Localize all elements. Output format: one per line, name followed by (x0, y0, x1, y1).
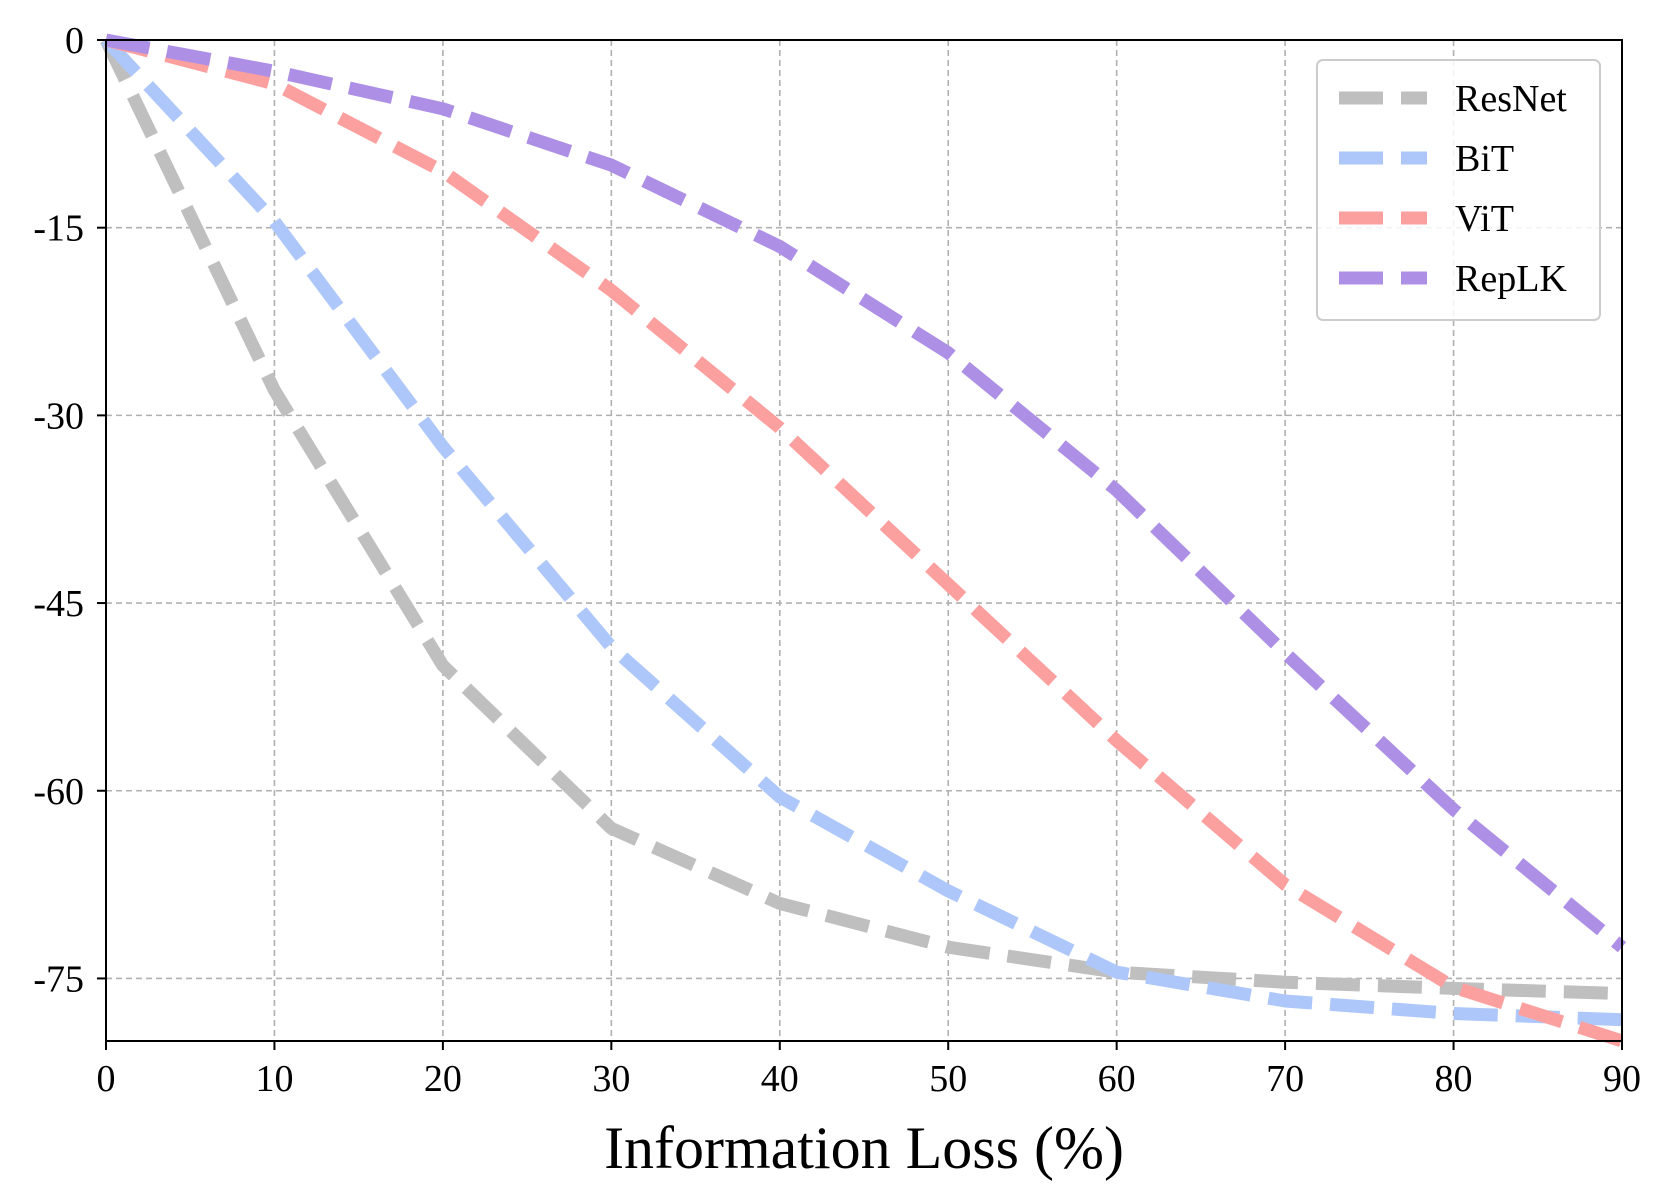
y-tick-label: 0 (65, 20, 84, 62)
x-tick-label: 70 (1266, 1058, 1304, 1100)
series-line-bit (101, 35, 1623, 1027)
series-line-resnet (100, 37, 1623, 1000)
series-line-vit (104, 33, 1624, 1048)
series-line-replk (104, 33, 1627, 953)
legend-frame (1316, 59, 1601, 321)
legend: ResNet BiT ViT RepLK (1316, 59, 1601, 321)
x-tick-label: 50 (929, 1058, 967, 1100)
x-tick-label: 60 (1098, 1058, 1136, 1100)
x-tick-label: 30 (592, 1058, 630, 1100)
grid-lines (106, 40, 1622, 1041)
legend-label-vit: ViT (1455, 198, 1514, 240)
x-tick-label: 90 (1603, 1058, 1641, 1100)
y-tick-label: -15 (33, 208, 84, 250)
x-axis-title: Information Loss (%) (604, 1115, 1124, 1181)
legend-label-bit: BiT (1455, 138, 1514, 180)
x-tick-label: 40 (761, 1058, 799, 1100)
legend-label-replk: RepLK (1455, 258, 1567, 300)
legend-label-resnet: ResNet (1455, 78, 1567, 120)
x-tick-label: 80 (1435, 1058, 1473, 1100)
x-tick-label: 20 (424, 1058, 462, 1100)
x-axis-ticks: 0 10 20 30 40 50 60 70 80 90 (97, 1041, 1641, 1100)
x-tick-label: 10 (255, 1058, 293, 1100)
y-tick-label: -45 (33, 583, 84, 625)
y-axis-ticks: 0 -15 -30 -45 -60 -75 (33, 20, 106, 1000)
series-lines (100, 33, 1627, 1048)
y-tick-label: -60 (33, 771, 84, 813)
y-tick-label: -30 (33, 395, 84, 437)
plot-frame (105, 39, 1623, 1042)
y-tick-label: -75 (33, 958, 84, 1000)
x-tick-label: 0 (97, 1058, 116, 1100)
